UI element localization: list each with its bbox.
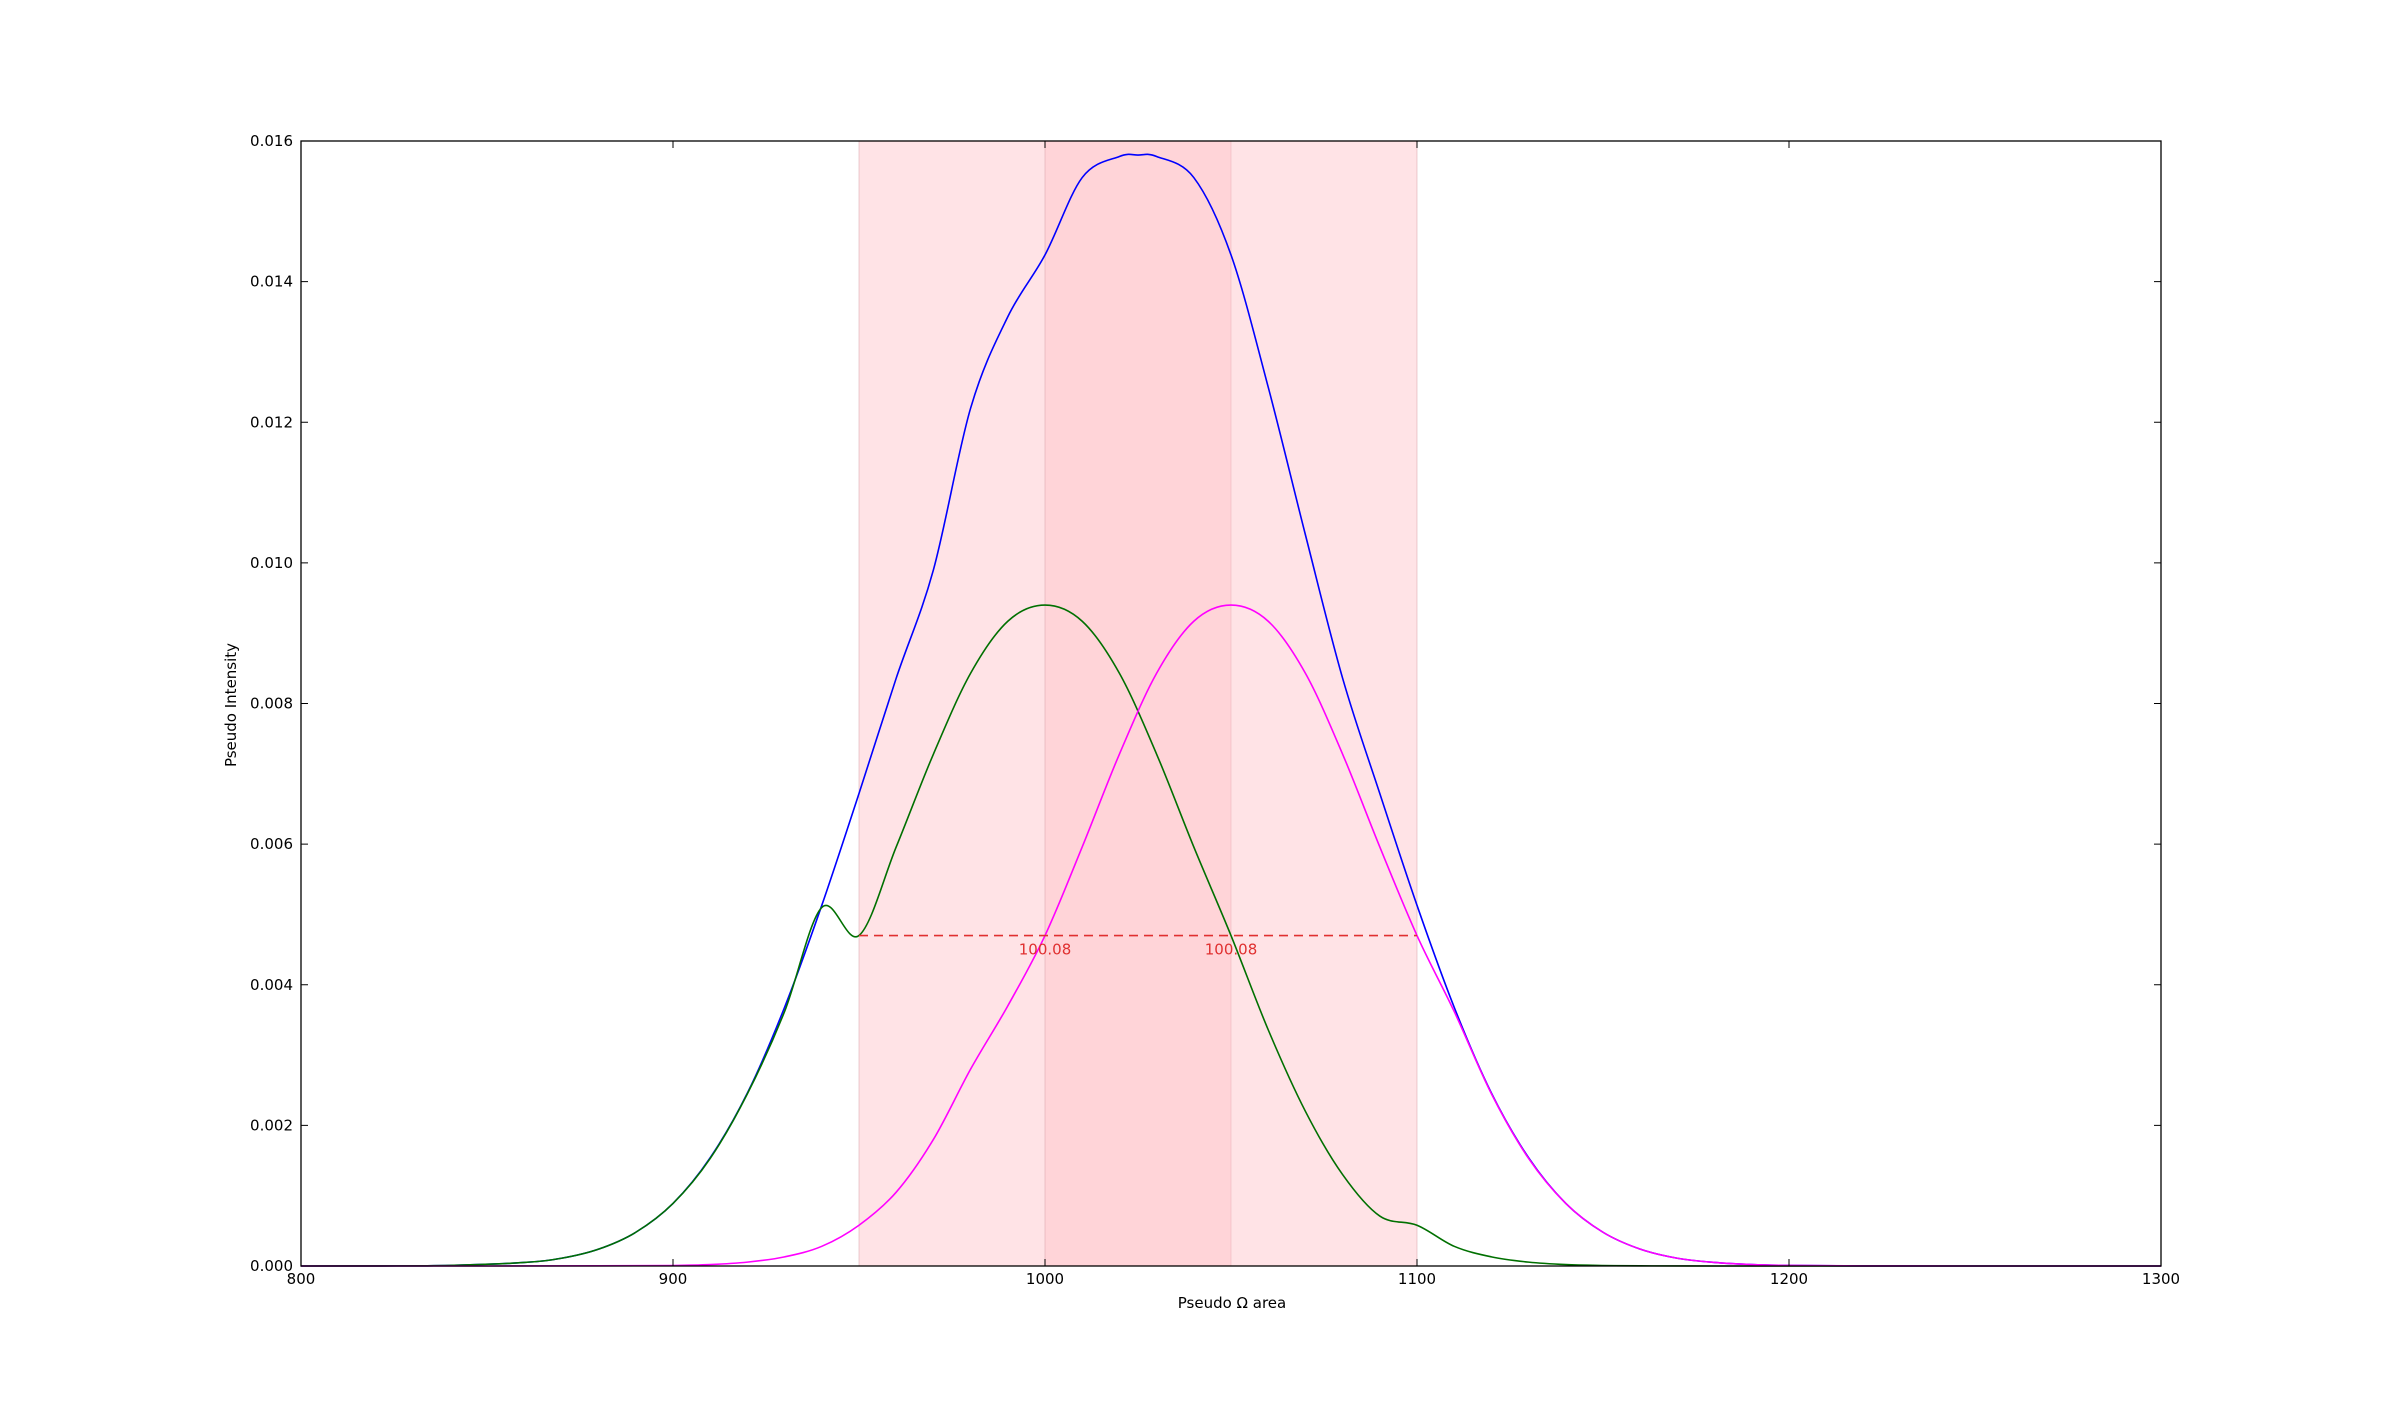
shaded-region-1 xyxy=(1044,140,1418,1267)
annotation-label-1: 100.08 xyxy=(1205,941,1258,959)
x-axis-label: Pseudo Ω area xyxy=(1178,1294,1286,1312)
y-tick-label-8: 0.016 xyxy=(250,132,293,150)
x-tick-label-0: 800 xyxy=(287,1270,316,1288)
x-tick-label-5: 1300 xyxy=(2142,1270,2180,1288)
shaded-regions xyxy=(858,140,1418,1267)
ticks: 800 900 1000 1100 1200 1300 0.000 0.002 0.004 0.0… xyxy=(250,132,2180,1288)
x-tick-label-4: 1200 xyxy=(1770,1270,1808,1288)
y-tick-label-2: 0.004 xyxy=(250,976,293,994)
x-tick-label-1: 900 xyxy=(659,1270,688,1288)
y-tick-label-7: 0.014 xyxy=(250,273,293,291)
y-tick-label-5: 0.010 xyxy=(250,554,293,572)
y-tick-label-4: 0.008 xyxy=(250,695,293,713)
y-tick-label-3: 0.006 xyxy=(250,835,293,853)
x-tick-label-2: 1000 xyxy=(1026,1270,1064,1288)
y-tick-label-0: 0.000 xyxy=(250,1257,293,1275)
y-axis-label: Pseudo Intensity xyxy=(222,643,240,767)
annotations: 100.08 100.08 xyxy=(1019,941,1258,959)
series-line-2 xyxy=(300,604,2162,1267)
annotation-label-0: 100.08 xyxy=(1019,941,1072,959)
y-tick-label-6: 0.012 xyxy=(250,413,293,431)
y-tick-label-1: 0.002 xyxy=(250,1116,293,1134)
x-tick-label-3: 1100 xyxy=(1398,1270,1436,1288)
